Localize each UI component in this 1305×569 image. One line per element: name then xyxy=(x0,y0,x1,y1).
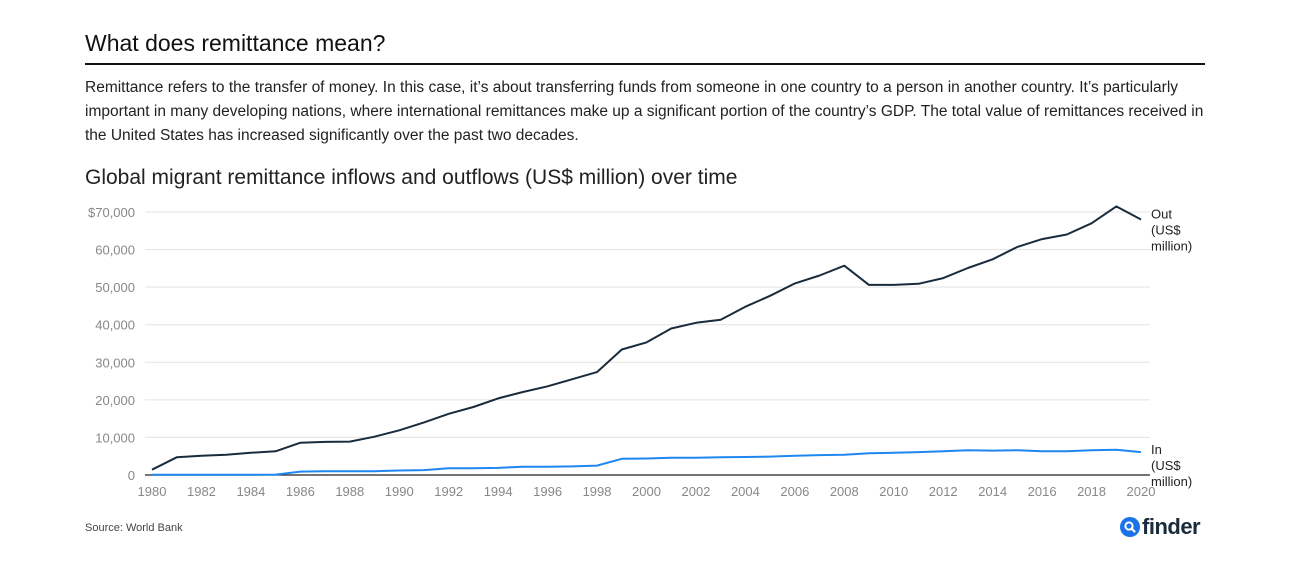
x-tick-label: 2018 xyxy=(1077,484,1106,499)
x-tick-label: 2014 xyxy=(978,484,1007,499)
y-tick-label: 20,000 xyxy=(95,393,135,408)
y-tick-label: $70,000 xyxy=(88,205,135,220)
y-tick-label: 30,000 xyxy=(95,355,135,370)
x-tick-label: 1980 xyxy=(138,484,167,499)
series-line xyxy=(152,448,1142,476)
x-tick-label: 1994 xyxy=(484,484,513,499)
series-label: million) xyxy=(1151,239,1192,254)
x-tick-label: 1996 xyxy=(533,484,562,499)
x-tick-label: 1998 xyxy=(583,484,612,499)
x-tick-label: 2010 xyxy=(879,484,908,499)
x-tick-label: 1986 xyxy=(286,484,315,499)
series-label: (US$ xyxy=(1151,223,1181,238)
y-tick-label: 10,000 xyxy=(95,430,135,445)
search-icon xyxy=(1120,517,1140,537)
series-line xyxy=(151,205,1142,471)
series-label: million) xyxy=(1151,474,1192,489)
x-tick-label: 2002 xyxy=(681,484,710,499)
y-tick-label: 0 xyxy=(128,468,135,483)
series-label: In xyxy=(1151,442,1162,457)
series-label: Out xyxy=(1151,207,1172,222)
finder-logo: finder xyxy=(1120,514,1201,540)
x-tick-label: 1990 xyxy=(385,484,414,499)
intro-paragraph: Remittance refers to the transfer of mon… xyxy=(85,79,1204,144)
heading-divider xyxy=(85,63,1205,65)
x-tick-label: 1982 xyxy=(187,484,216,499)
x-tick-label: 2020 xyxy=(1127,484,1156,499)
chart-title: Global migrant remittance inflows and ou… xyxy=(85,166,738,189)
x-tick-label: 1988 xyxy=(335,484,364,499)
x-tick-label: 2004 xyxy=(731,484,760,499)
x-tick-label: 2006 xyxy=(780,484,809,499)
y-tick-label: 60,000 xyxy=(95,243,135,258)
page-heading: What does remittance mean? xyxy=(85,30,386,56)
y-tick-label: 50,000 xyxy=(95,280,135,295)
y-tick-label: 40,000 xyxy=(95,318,135,333)
x-tick-label: 2008 xyxy=(830,484,859,499)
source-note: Source: World Bank xyxy=(85,522,183,534)
logo-text: finder xyxy=(1142,514,1201,539)
x-tick-label: 2012 xyxy=(929,484,958,499)
series-label: (US$ xyxy=(1151,458,1181,473)
x-tick-label: 2016 xyxy=(1028,484,1057,499)
x-tick-label: 2000 xyxy=(632,484,661,499)
x-tick-label: 1984 xyxy=(236,484,265,499)
x-tick-label: 1992 xyxy=(434,484,463,499)
